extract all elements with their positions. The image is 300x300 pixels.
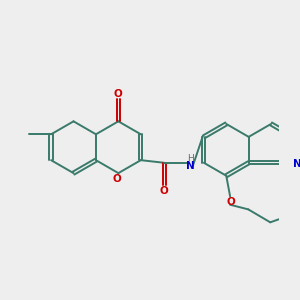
Text: O: O [226,197,235,207]
Text: N: N [293,159,300,169]
Text: O: O [114,89,123,99]
Text: O: O [160,186,169,196]
Text: O: O [112,174,121,184]
Text: H: H [187,154,194,163]
Text: N: N [186,161,195,172]
